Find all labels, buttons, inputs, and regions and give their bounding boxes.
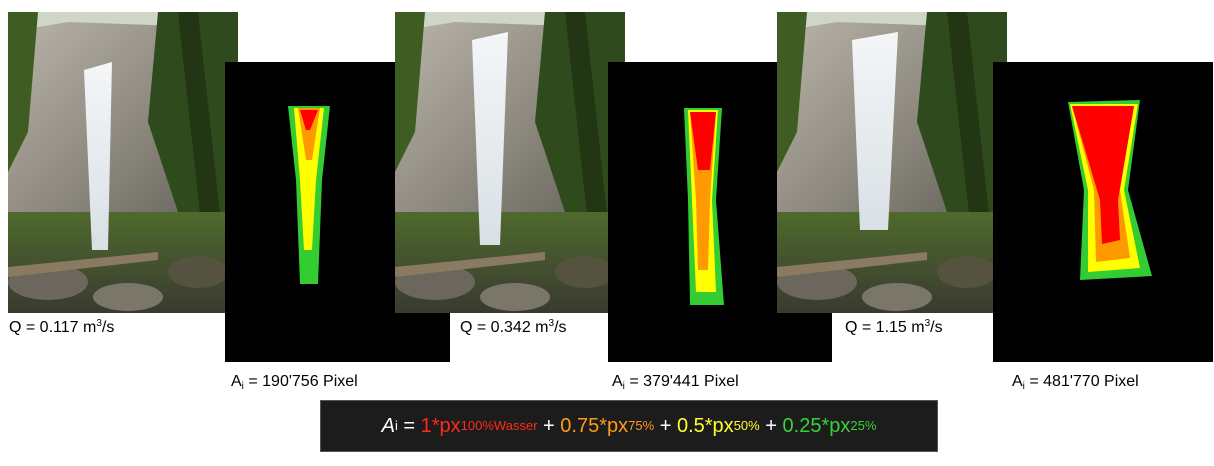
formula-term: 0.5*px	[677, 415, 734, 438]
formula-plus: +	[654, 415, 677, 438]
area-label: Ai = 190'756 Pixel	[231, 373, 358, 391]
figure-graphics	[0, 0, 1214, 400]
discharge-label: Q = 0.342 m3/s	[460, 319, 567, 337]
area-label: Ai = 379'441 Pixel	[612, 373, 739, 391]
discharge-label: Q = 0.117 m3/s	[9, 319, 114, 337]
formula-term: 0.75*px	[560, 415, 628, 438]
page: {"panels": [ {"discharge": {"prefix": "Q…	[0, 0, 1214, 466]
discharge-label: Q = 1.15 m3/s	[845, 319, 943, 337]
formula-term: 0.25*px	[783, 415, 851, 438]
area-label: Ai = 481'770 Pixel	[1012, 373, 1139, 391]
formula-plus: +	[760, 415, 783, 438]
photo	[777, 12, 1007, 313]
formula-symbol: A	[382, 415, 395, 438]
mask-image	[993, 62, 1213, 362]
formula-equals: =	[398, 415, 421, 438]
photo	[395, 12, 625, 313]
formula-plus: +	[538, 415, 561, 438]
photo	[8, 12, 238, 313]
formula-term: 1*px	[421, 415, 461, 438]
